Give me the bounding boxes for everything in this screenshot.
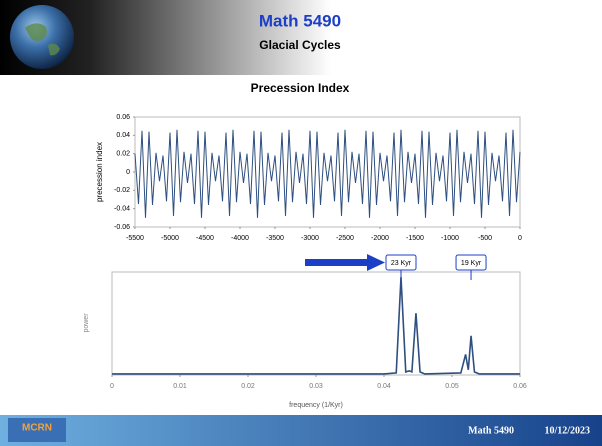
x-tick-label: 0.04 xyxy=(377,383,391,390)
y-axis-label: precession index xyxy=(95,142,104,202)
x-tick-label: -3500 xyxy=(266,235,284,242)
x-tick-label: -2500 xyxy=(336,235,354,242)
arrow-shaft xyxy=(305,259,367,266)
footer-date: 10/12/2023 xyxy=(544,425,590,436)
y-tick-label: -0.04 xyxy=(114,206,130,213)
y-tick-label: 0 xyxy=(126,169,130,176)
chart-title: Precession Index xyxy=(251,81,350,95)
y-tick-label: 0.04 xyxy=(116,132,130,139)
y-axis-label: power xyxy=(83,313,90,333)
x-tick-label: -1500 xyxy=(406,235,424,242)
footer-course: Math 5490 xyxy=(468,425,514,436)
x-tick-label: -4000 xyxy=(231,235,249,242)
x-tick-label: 0 xyxy=(518,235,522,242)
x-tick-label: 0.02 xyxy=(241,383,255,390)
x-tick-label: -3000 xyxy=(301,235,319,242)
x-axis-label: frequency (1/Kyr) xyxy=(289,402,343,409)
x-tick-label: 0.05 xyxy=(445,383,459,390)
x-tick-label: 0 xyxy=(110,383,114,390)
x-tick-label: -5500 xyxy=(126,235,144,242)
y-tick-label: -0.02 xyxy=(114,187,130,194)
x-tick-label: -5000 xyxy=(161,235,179,242)
slide-subtitle: Glacial Cycles xyxy=(259,38,341,52)
annotation-text: 23 Kyr xyxy=(391,260,412,267)
x-tick-label: -4500 xyxy=(196,235,214,242)
x-tick-label: 0.03 xyxy=(309,383,323,390)
slide-title: Math 5490 xyxy=(259,11,341,30)
slide: Math 5490 Glacial Cycles Precession Inde… xyxy=(0,0,602,446)
x-tick-label: -500 xyxy=(478,235,492,242)
y-tick-label: 0.02 xyxy=(116,151,130,158)
x-tick-label: -2000 xyxy=(371,235,389,242)
annotation-text: 19 Kyr xyxy=(461,260,482,267)
x-tick-label: -1000 xyxy=(441,235,459,242)
x-tick-label: 0.06 xyxy=(513,383,527,390)
y-tick-label: -0.06 xyxy=(114,224,130,231)
logo-text: MCRN xyxy=(22,423,52,434)
y-tick-label: 0.06 xyxy=(116,114,130,121)
x-tick-label: 0.01 xyxy=(173,383,187,390)
